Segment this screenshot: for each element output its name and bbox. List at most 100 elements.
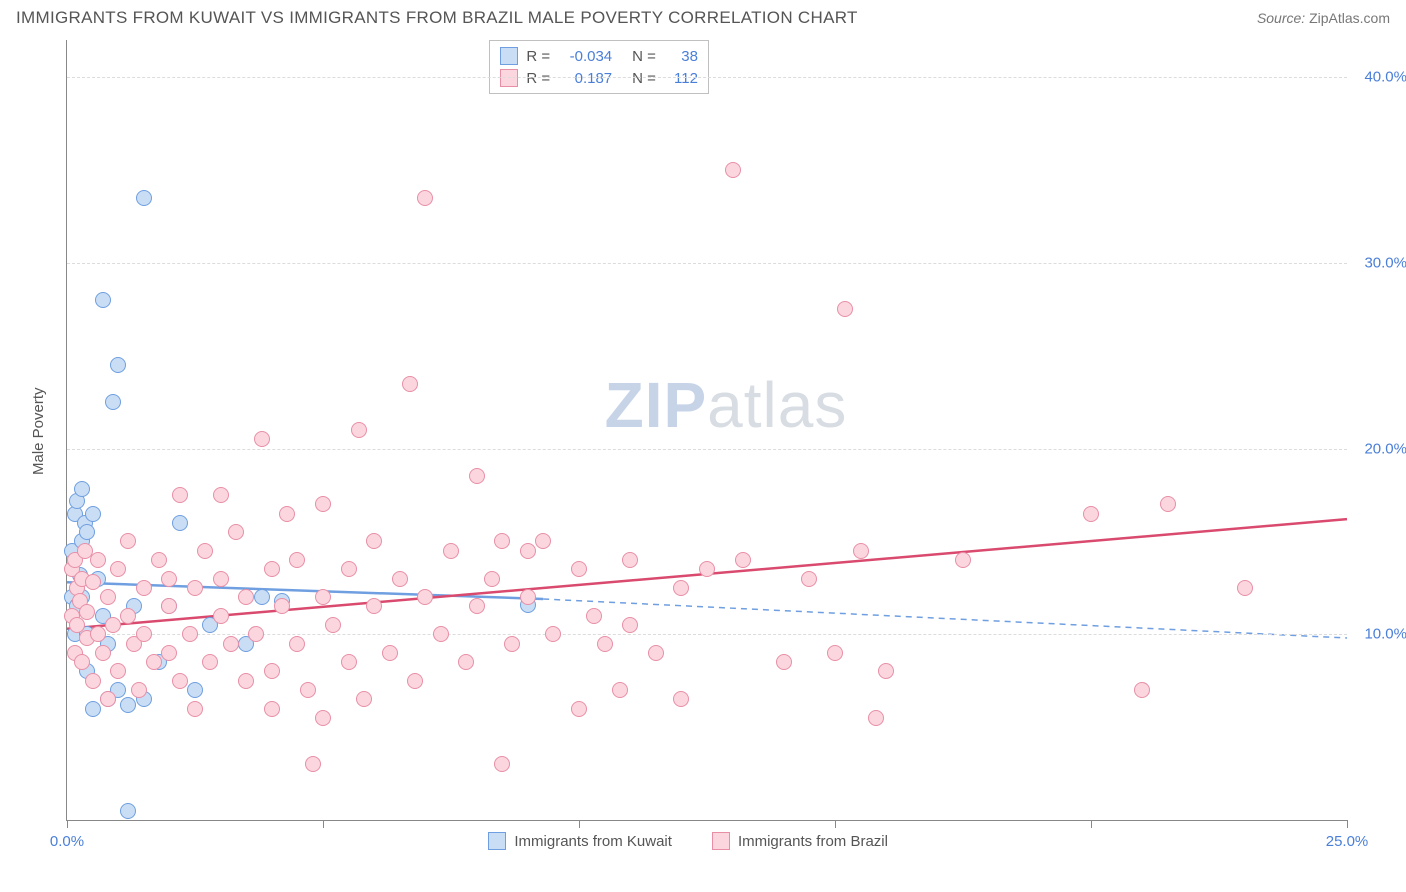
y-tick-label: 40.0% [1364, 69, 1406, 86]
scatter-point-brazil [74, 654, 90, 670]
scatter-point-brazil [110, 561, 126, 577]
n-label: N = [632, 48, 656, 65]
scatter-point-brazil [433, 626, 449, 642]
r-label: R = [526, 48, 550, 65]
scatter-point-brazil [146, 654, 162, 670]
scatter-point-brazil [79, 604, 95, 620]
scatter-point-brazil [1237, 580, 1253, 596]
scatter-point-brazil [955, 552, 971, 568]
scatter-point-brazil [90, 626, 106, 642]
x-tick [1347, 820, 1348, 828]
scatter-point-brazil [85, 673, 101, 689]
scatter-point-brazil [238, 673, 254, 689]
scatter-point-brazil [443, 543, 459, 559]
scatter-point-brazil [274, 598, 290, 614]
scatter-point-brazil [622, 617, 638, 633]
y-tick-label: 30.0% [1364, 254, 1406, 271]
scatter-point-brazil [494, 533, 510, 549]
scatter-point-brazil [315, 496, 331, 512]
scatter-point-kuwait [95, 292, 111, 308]
scatter-point-brazil [213, 487, 229, 503]
y-axis-label: Male Poverty [30, 387, 47, 475]
legend-row-kuwait: R = -0.034 N = 38 [500, 45, 698, 67]
legend-swatch-icon [500, 47, 518, 65]
scatter-point-brazil [100, 691, 116, 707]
scatter-point-kuwait [120, 803, 136, 819]
scatter-point-brazil [571, 701, 587, 717]
scatter-point-brazil [725, 162, 741, 178]
scatter-point-brazil [90, 552, 106, 568]
legend-swatch-icon [488, 832, 506, 850]
scatter-point-brazil [801, 571, 817, 587]
scatter-point-brazil [300, 682, 316, 698]
scatter-point-brazil [289, 636, 305, 652]
scatter-point-brazil [131, 682, 147, 698]
r-value: -0.034 [558, 48, 612, 65]
scatter-point-kuwait [74, 481, 90, 497]
trend-lines-svg [67, 40, 1347, 820]
scatter-point-brazil [187, 580, 203, 596]
scatter-point-brazil [612, 682, 628, 698]
scatter-point-brazil [520, 543, 536, 559]
scatter-point-brazil [136, 626, 152, 642]
scatter-point-kuwait [79, 524, 95, 540]
scatter-point-brazil [279, 506, 295, 522]
scatter-point-brazil [827, 645, 843, 661]
scatter-point-brazil [305, 756, 321, 772]
watermark-bold: ZIP [605, 369, 708, 441]
scatter-point-brazil [315, 589, 331, 605]
source-value: ZipAtlas.com [1309, 10, 1390, 26]
source-label: Source: [1257, 10, 1305, 26]
scatter-point-kuwait [172, 515, 188, 531]
scatter-point-brazil [494, 756, 510, 772]
scatter-point-brazil [504, 636, 520, 652]
scatter-point-brazil [264, 663, 280, 679]
scatter-point-brazil [151, 552, 167, 568]
legend-label: Immigrants from Kuwait [514, 833, 672, 850]
legend-item-kuwait: Immigrants from Kuwait [488, 832, 672, 850]
scatter-point-brazil [95, 645, 111, 661]
scatter-point-brazil [264, 701, 280, 717]
scatter-point-brazil [161, 645, 177, 661]
scatter-point-kuwait [136, 190, 152, 206]
scatter-point-brazil [254, 431, 270, 447]
scatter-point-brazil [571, 561, 587, 577]
scatter-point-brazil [382, 645, 398, 661]
scatter-point-kuwait [120, 697, 136, 713]
scatter-point-brazil [735, 552, 751, 568]
scatter-point-brazil [868, 710, 884, 726]
scatter-point-brazil [161, 598, 177, 614]
y-tick-label: 20.0% [1364, 440, 1406, 457]
scatter-point-brazil [120, 608, 136, 624]
n-value: 38 [664, 48, 698, 65]
scatter-point-brazil [1134, 682, 1150, 698]
x-tick [67, 820, 68, 828]
scatter-point-brazil [469, 598, 485, 614]
scatter-point-brazil [417, 589, 433, 605]
scatter-point-brazil [351, 422, 367, 438]
scatter-point-brazil [197, 543, 213, 559]
scatter-point-brazil [520, 589, 536, 605]
gridline [67, 449, 1347, 450]
scatter-point-brazil [366, 598, 382, 614]
scatter-point-brazil [341, 561, 357, 577]
source: Source: ZipAtlas.com [1257, 10, 1390, 26]
correlation-legend: R =-0.034N =38R =0.187N =112 [489, 40, 709, 94]
scatter-point-kuwait [105, 394, 121, 410]
scatter-point-brazil [172, 487, 188, 503]
watermark-rest: atlas [707, 369, 847, 441]
scatter-point-brazil [699, 561, 715, 577]
x-tick [579, 820, 580, 828]
scatter-point-brazil [878, 663, 894, 679]
scatter-point-brazil [535, 533, 551, 549]
scatter-point-brazil [228, 524, 244, 540]
scatter-point-brazil [392, 571, 408, 587]
scatter-point-brazil [238, 589, 254, 605]
scatter-point-brazil [1083, 506, 1099, 522]
scatter-point-brazil [213, 571, 229, 587]
scatter-point-brazil [100, 589, 116, 605]
x-tick-label: 0.0% [50, 833, 84, 850]
scatter-point-brazil [586, 608, 602, 624]
scatter-point-brazil [648, 645, 664, 661]
scatter-point-brazil [407, 673, 423, 689]
